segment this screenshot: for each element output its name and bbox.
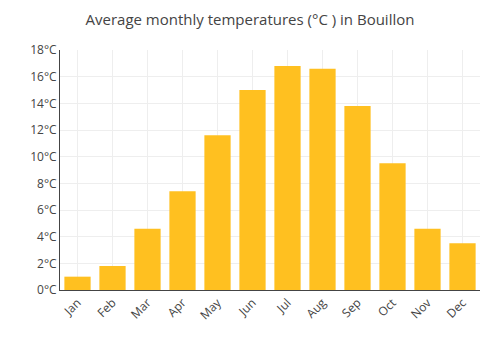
svg-text:16°C: 16°C — [30, 68, 57, 85]
svg-text:0°C: 0°C — [37, 281, 57, 298]
svg-text:8°C: 8°C — [37, 175, 57, 192]
svg-text:14°C: 14°C — [30, 95, 57, 112]
svg-text:Aug: Aug — [302, 294, 330, 322]
svg-text:Jul: Jul — [272, 294, 294, 316]
svg-text:Average monthly temperatures (: Average monthly temperatures (°C ) in Bo… — [86, 9, 415, 29]
svg-text:Sep: Sep — [338, 294, 365, 321]
svg-text:4°C: 4°C — [37, 228, 57, 245]
svg-text:Mar: Mar — [127, 294, 155, 322]
svg-text:6°C: 6°C — [37, 201, 57, 218]
svg-text:Nov: Nov — [407, 294, 435, 322]
svg-text:May: May — [196, 294, 225, 323]
svg-text:Jan: Jan — [60, 294, 85, 319]
svg-text:Oct: Oct — [374, 294, 400, 320]
svg-text:12°C: 12°C — [30, 121, 57, 138]
svg-text:Dec: Dec — [443, 294, 470, 321]
svg-text:2°C: 2°C — [37, 255, 57, 272]
svg-text:Jun: Jun — [234, 294, 259, 319]
svg-text:18°C: 18°C — [30, 41, 57, 58]
svg-text:Feb: Feb — [93, 294, 119, 320]
svg-text:Apr: Apr — [164, 294, 190, 320]
svg-text:10°C: 10°C — [30, 148, 57, 165]
